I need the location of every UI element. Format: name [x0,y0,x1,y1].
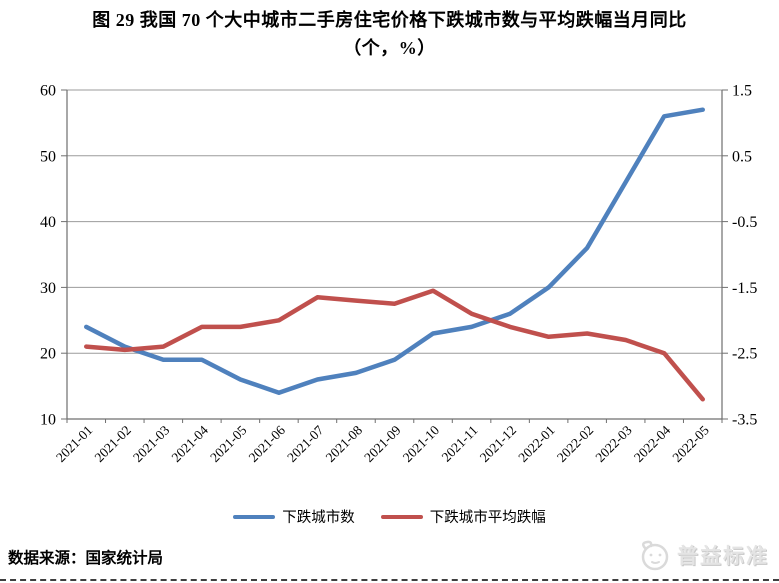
x-axis-label: 2021-03 [130,422,173,465]
chart-title-line1: 图 29 我国 70 个大中城市二手房住宅价格下跌城市数与平均跌幅当月同比 [92,10,687,30]
x-axis-label: 2021-06 [246,422,289,465]
left-axis-tick-label: 30 [40,280,56,297]
x-axis-label: 2021-02 [91,423,133,465]
chart-legend: 下跌城市数 下跌城市平均跌幅 [0,506,779,527]
x-axis-label: 2021-11 [439,423,481,465]
series-line-average-decline [84,288,705,402]
data-source: 数据来源：国家统计局 [8,550,164,567]
chart-canvas: 60 50 40 30 20 10 1.5 0.5 -0.5 -1.5 -2.5 -3.5 2021-0… [40,83,757,465]
legend-label: 下跌城市数 [282,510,355,526]
legend-swatch [233,514,276,519]
x-axis-label: 2022-02 [554,423,596,465]
x-axis-label: 2022-04 [631,422,674,465]
x-axis-label: 2022-01 [515,423,557,465]
x-axis-label: 2022-03 [592,422,635,465]
right-axis-tick-label: -1.5 [732,280,757,297]
x-axis-label: 2021-12 [477,423,519,465]
right-axis-tick-label: 0.5 [732,148,752,165]
legend-label: 下跌城市平均跌幅 [429,510,546,526]
right-axis-tick-label: 1.5 [732,83,752,100]
x-axis-label: 2021-07 [284,422,327,465]
left-axis-tick-label: 40 [40,214,56,231]
x-axis-label: 2021-05 [207,422,250,465]
right-axis-tick-label: -2.5 [732,346,757,363]
x-axis-label: 2021-09 [361,422,404,465]
left-axis-tick-label: 60 [40,83,56,100]
bottom-divider [0,579,779,581]
legend-item-1: 下跌城市平均跌幅 [380,506,546,527]
left-axis-tick-label: 10 [40,412,56,429]
chart-title-line2: （个，%） [343,37,436,58]
x-axis-label: 2021-10 [400,422,443,465]
x-axis-label: 2021-08 [323,422,366,465]
puyi-logo-icon [641,540,669,571]
x-axis-label: 2021-01 [53,423,95,465]
left-axis-tick-label: 50 [40,148,56,165]
right-axis-tick-label: -0.5 [732,214,757,231]
legend-item-0: 下跌城市数 [233,506,355,527]
watermark: 普益标准 [636,537,769,573]
watermark-text: 普益标准 [677,544,769,568]
chart-title: 图 29 我国 70 个大中城市二手房住宅价格下跌城市数与平均跌幅当月同比 （个… [0,7,779,63]
x-axis-label: 2021-04 [169,422,212,465]
right-axis-tick-label: -3.5 [732,412,757,429]
left-axis-tick-label: 20 [40,346,56,363]
legend-swatch [380,514,423,519]
x-axis-label: 2022-05 [669,422,712,465]
series-line-falling-cities [84,107,705,395]
